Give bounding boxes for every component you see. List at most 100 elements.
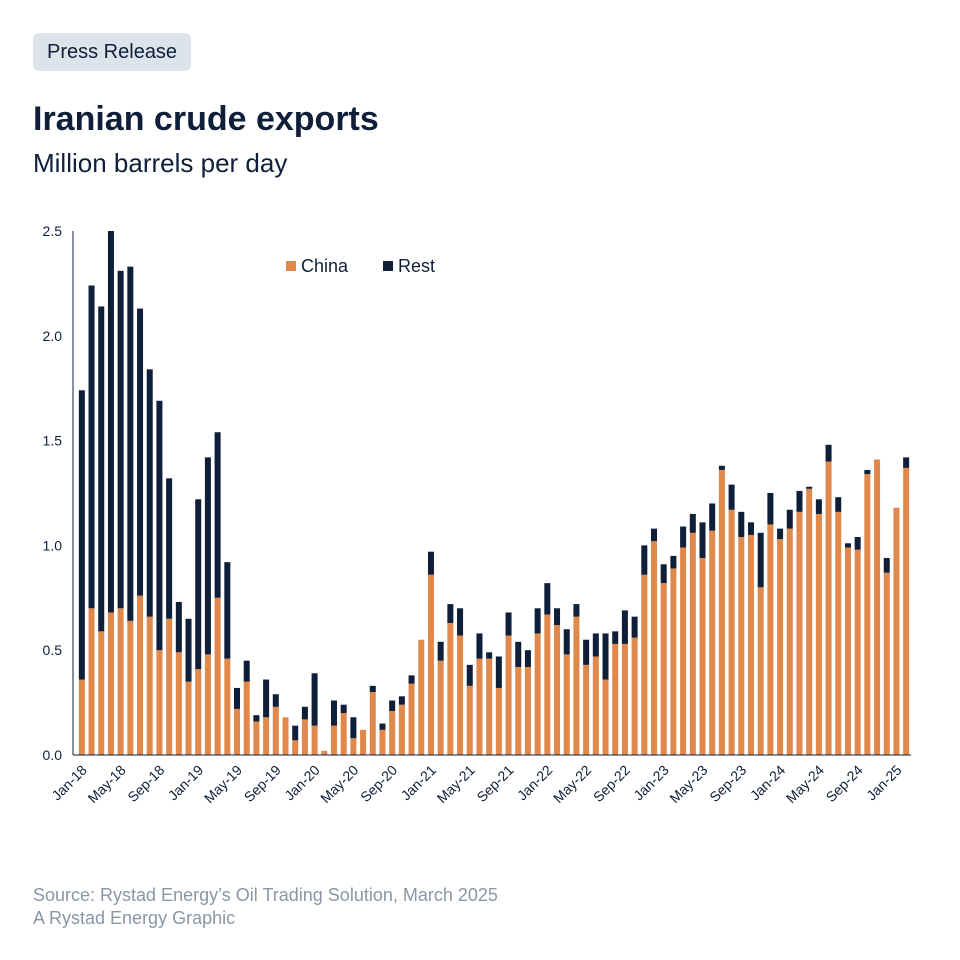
bar-rest <box>505 612 512 636</box>
bar-rest <box>137 308 144 596</box>
bar-rest <box>311 673 318 726</box>
bar-rest <box>379 723 386 730</box>
bar-china <box>544 614 551 755</box>
x-tick-label: Sep-21 <box>473 762 516 805</box>
bar-china <box>825 461 832 755</box>
bar-rest <box>195 499 202 670</box>
bar-rest <box>854 537 861 550</box>
bar-rest <box>612 631 619 644</box>
bar-china <box>146 616 153 755</box>
bar-rest <box>88 285 95 609</box>
bar-rest <box>825 444 832 462</box>
bar-china <box>806 488 813 755</box>
x-tick-label: May-22 <box>550 762 594 806</box>
y-tick-label: 0.5 <box>43 642 63 658</box>
x-tick-label: Sep-20 <box>357 762 400 805</box>
bar-china <box>612 643 619 755</box>
bar-rest <box>534 608 541 634</box>
bar-rest <box>651 528 658 542</box>
bar-china <box>369 692 376 755</box>
bar-rest <box>903 457 910 468</box>
bar-rest <box>437 641 444 661</box>
bar-china <box>495 687 502 755</box>
bar-china <box>486 658 493 755</box>
bar-china <box>524 666 531 755</box>
x-tick-label: Jan-18 <box>48 762 90 804</box>
bar-rest <box>214 432 221 598</box>
bar-china <box>224 658 231 755</box>
legend-swatch-rest <box>383 261 393 271</box>
bar-rest <box>185 618 192 682</box>
x-tick-label: Sep-24 <box>823 762 866 805</box>
bar-china <box>718 469 725 755</box>
bar-rest <box>883 557 890 573</box>
bar-china <box>534 633 541 755</box>
bar-rest <box>408 675 415 684</box>
bar-rest <box>631 616 638 638</box>
bar-rest <box>689 513 696 533</box>
bar-rest <box>457 608 464 636</box>
bar-rest <box>864 469 871 475</box>
bar-rest <box>563 629 570 655</box>
x-tick-label: May-18 <box>84 762 128 806</box>
bar-china <box>815 513 822 755</box>
bar-china <box>621 643 628 755</box>
bar-rest <box>146 369 153 617</box>
bar-rest <box>350 717 357 739</box>
x-tick-label: Jan-25 <box>863 762 905 804</box>
bar-china <box>311 725 318 755</box>
bar-rest <box>777 528 784 540</box>
x-tick-label: Jan-19 <box>165 762 207 804</box>
bar-rest <box>544 583 551 615</box>
bar-rest <box>592 633 599 657</box>
bar-rest <box>757 532 764 588</box>
bar-china <box>757 587 764 755</box>
bar-china <box>107 612 114 755</box>
bar-china <box>398 704 405 755</box>
bar-rest <box>301 706 308 720</box>
bar-china <box>893 507 900 755</box>
bar-china <box>777 539 784 755</box>
bar-rest <box>166 478 173 619</box>
bar-china <box>854 549 861 755</box>
bar-china <box>457 635 464 755</box>
bar-rest <box>738 511 745 538</box>
bar-rest <box>369 685 376 693</box>
bar-rest <box>718 465 725 470</box>
chart-title: Iranian crude exports <box>33 100 379 138</box>
bar-china <box>835 511 842 755</box>
bar-rest <box>680 526 687 548</box>
bar-china <box>699 557 706 755</box>
bar-china <box>263 717 270 755</box>
bar-rest <box>117 270 124 609</box>
bar-china <box>738 537 745 755</box>
bar-rest <box>253 715 260 722</box>
bar-china <box>117 608 124 755</box>
bar-rest <box>263 679 270 718</box>
bar-rest <box>175 601 182 653</box>
x-tick-label: May-24 <box>783 762 827 806</box>
bar-china <box>680 547 687 755</box>
bar-rest <box>583 639 590 665</box>
bar-rest <box>709 503 716 531</box>
bar-china <box>330 725 337 755</box>
credit-note: A Rystad Energy Graphic <box>33 908 236 928</box>
x-tick-label: May-19 <box>201 762 245 806</box>
y-tick-label: 2.0 <box>43 328 63 344</box>
bar-china <box>88 608 95 755</box>
bar-china <box>709 530 716 755</box>
bar-china <box>466 685 473 755</box>
bar-rest <box>747 522 754 535</box>
bar-china <box>321 750 328 755</box>
bar-rest <box>524 650 531 667</box>
y-tick-label: 2.5 <box>43 223 63 239</box>
bar-rest <box>98 306 105 632</box>
bar-china <box>437 660 444 755</box>
bar-rest <box>476 633 483 659</box>
bar-china <box>418 639 425 755</box>
bar-china <box>379 729 386 755</box>
source-note: Source: Rystad Energy’s Oil Trading Solu… <box>33 885 498 905</box>
y-axis-ticks: 0.0 0.5 1.0 1.5 2.0 2.5 <box>43 223 63 763</box>
bar-china <box>641 574 648 755</box>
bar-rest <box>389 700 396 711</box>
